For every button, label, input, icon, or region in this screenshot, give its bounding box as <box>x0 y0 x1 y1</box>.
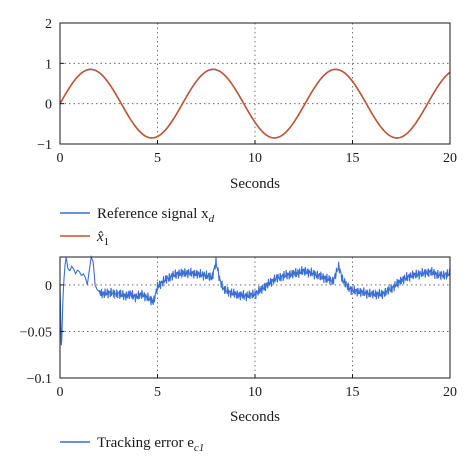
legend-item-reference: Reference signal xd <box>60 206 215 225</box>
x-tick-label: 15 <box>346 151 360 166</box>
y-tick-label: 2 <box>45 17 52 32</box>
chart-bottom-plot-area <box>60 257 450 378</box>
y-tick-label: 0 <box>45 279 52 294</box>
chart-top-x-ticks: 0 5 10 15 20 <box>57 140 457 166</box>
chart-top-legend: Reference signal xd x̂1 <box>60 206 215 248</box>
x-tick-label: 15 <box>346 385 360 400</box>
legend-label-tracking-error: Tracking error ec1 <box>97 435 204 454</box>
legend-item-tracking-error: Tracking error ec1 <box>60 435 204 454</box>
y-tick-label: −1 <box>37 138 52 153</box>
x-tick-label: 20 <box>443 151 457 166</box>
y-tick-label: 0 <box>45 98 52 113</box>
chart-bottom-y-ticks: −0.1 −0.05 0 <box>20 279 64 387</box>
y-tick-label: −0.05 <box>20 325 52 340</box>
chart-bottom-legend: Tracking error ec1 <box>60 435 204 454</box>
x-tick-label: 0 <box>57 151 64 166</box>
chart-bottom-xlabel: Seconds <box>230 409 280 425</box>
x-tick-label: 20 <box>443 385 457 400</box>
chart-top-series <box>59 68 451 139</box>
chart-bottom: 0 5 10 15 20 −0.1 −0.05 0 Seconds <box>20 254 457 425</box>
x-tick-label: 5 <box>154 385 161 400</box>
chart-top-xlabel: Seconds <box>230 176 280 192</box>
x-tick-label: 5 <box>154 151 161 166</box>
x-tick-label: 10 <box>248 385 262 400</box>
chart-bottom-grid <box>60 257 450 378</box>
chart-bottom-x-ticks: 0 5 10 15 20 <box>57 374 457 400</box>
x-tick-label: 10 <box>248 151 262 166</box>
y-tick-label: 1 <box>45 57 52 72</box>
chart-top: 0 5 10 15 20 −1 0 1 2 Seconds <box>37 17 457 192</box>
chart-top-y-ticks: −1 0 1 2 <box>37 17 64 153</box>
series-line-top-1 <box>59 68 451 139</box>
legend-item-xhat1: x̂1 <box>60 229 109 248</box>
chart-top-plot-area <box>60 23 450 144</box>
y-tick-label: −0.1 <box>27 372 52 387</box>
legend-label-xhat1: x̂1 <box>96 229 109 248</box>
chart-bottom-series <box>59 254 451 346</box>
legend-label-reference: Reference signal xd <box>97 206 215 225</box>
chart-top-grid <box>60 23 450 144</box>
series-line-bot-0 <box>59 254 451 346</box>
x-tick-label: 0 <box>57 385 64 400</box>
